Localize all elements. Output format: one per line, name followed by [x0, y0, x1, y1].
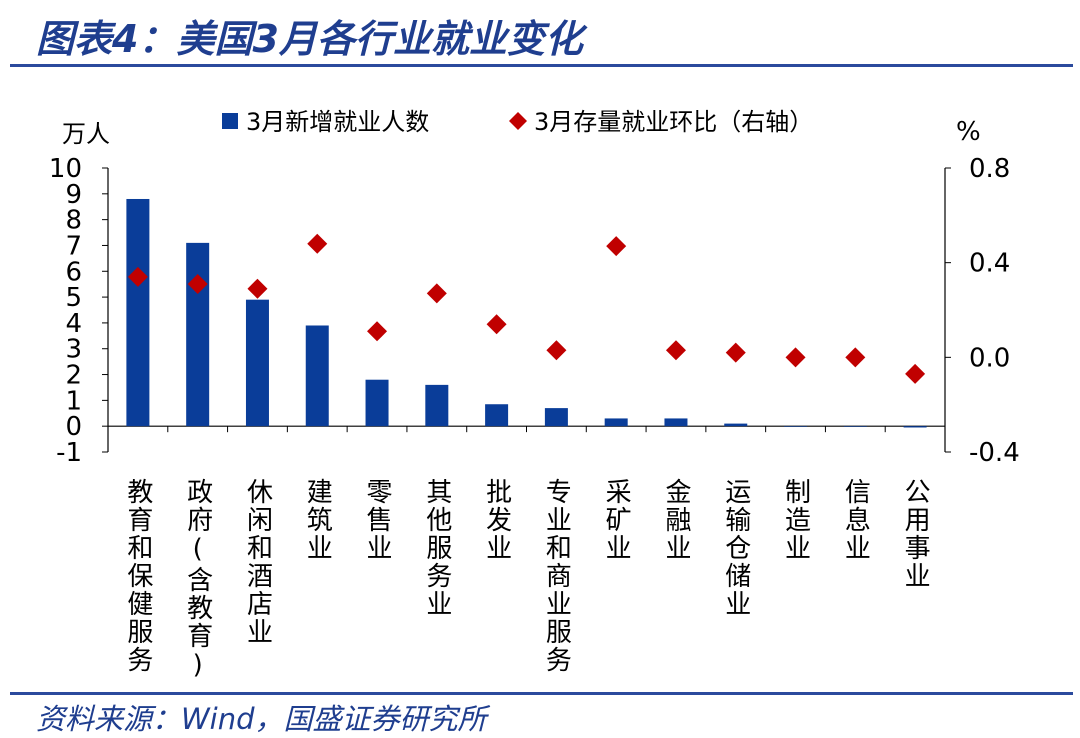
diamond-point [726, 343, 746, 363]
left-axis-tick-label: 9 [65, 180, 82, 210]
category-label: 公用事业 [900, 478, 930, 590]
left-axis-tick-label: 3 [65, 335, 82, 365]
bar [784, 426, 807, 427]
category-label: 制造业 [781, 478, 811, 562]
bar [844, 426, 867, 427]
category-label: 专业和商业服务 [541, 478, 571, 674]
category-label: 政府(含教育) [183, 478, 213, 682]
left-axis-tick-label: 2 [65, 361, 82, 391]
diamond-point [247, 279, 267, 299]
category-label: 金融业 [661, 478, 691, 562]
left-axis-tick-label: 0 [65, 412, 82, 442]
diamond-point [666, 340, 686, 360]
category-label: 其他服务业 [422, 478, 452, 618]
category-label: 批发业 [482, 478, 512, 562]
bar [186, 243, 209, 426]
left-axis-tick-label: 1 [65, 386, 82, 416]
diamond-point [367, 321, 387, 341]
diamond-point [845, 347, 865, 367]
legend-diamond-swatch [509, 112, 527, 130]
right-axis-tick-label: -0.4 [969, 438, 1020, 468]
left-axis-unit: 万人 [62, 120, 110, 148]
diamond-point [546, 340, 566, 360]
bar [605, 418, 628, 426]
left-axis-tick-label: 10 [49, 154, 82, 184]
left-axis-tick-label: 8 [65, 206, 82, 236]
chart: 3月新增就业人数 3月存量就业环比（右轴） 万人 % -101234567891… [0, 0, 1080, 690]
right-axis-tick-label: 0.4 [969, 249, 1010, 279]
category-label: 信息业 [840, 478, 870, 562]
bar [246, 300, 269, 427]
legend-bar-label: 3月新增就业人数 [246, 108, 429, 136]
bar [366, 380, 389, 426]
diamond-point [427, 283, 447, 303]
bar [425, 385, 448, 426]
bar [545, 408, 568, 426]
bar [126, 199, 149, 426]
source-note: 资料来源：Wind，国盛证券研究所 [36, 696, 487, 738]
bar [485, 404, 508, 426]
left-axis-tick-label: -1 [56, 438, 82, 468]
bar [724, 424, 747, 427]
category-label: 采矿业 [601, 478, 631, 562]
left-axis-tick-label: 7 [65, 231, 82, 261]
diamond-point [606, 236, 626, 256]
left-axis-tick-label: 5 [65, 283, 82, 313]
category-label: 运输仓储业 [721, 478, 751, 618]
bar [904, 426, 927, 427]
bar [664, 418, 687, 426]
right-axis-unit: % [956, 117, 981, 147]
bottom-divider [10, 692, 1073, 695]
diamond-point [307, 234, 327, 254]
category-label: 休闲和酒店业 [242, 478, 272, 646]
right-axis-tick-label: 0.0 [969, 343, 1010, 373]
legend-diamond-label: 3月存量就业环比（右轴） [534, 108, 813, 136]
diamond-point [786, 347, 806, 367]
category-label: 零售业 [362, 478, 392, 562]
right-axis-tick-label: 0.8 [969, 154, 1010, 184]
category-label: 教育和保健服务 [123, 478, 153, 674]
left-axis-tick-label: 4 [65, 309, 82, 339]
category-label: 建筑业 [302, 478, 332, 562]
diamond-point [487, 314, 507, 334]
legend-bar-swatch [222, 113, 238, 129]
bar [306, 325, 329, 426]
diamond-point [905, 364, 925, 384]
left-axis-tick-label: 6 [65, 257, 82, 287]
